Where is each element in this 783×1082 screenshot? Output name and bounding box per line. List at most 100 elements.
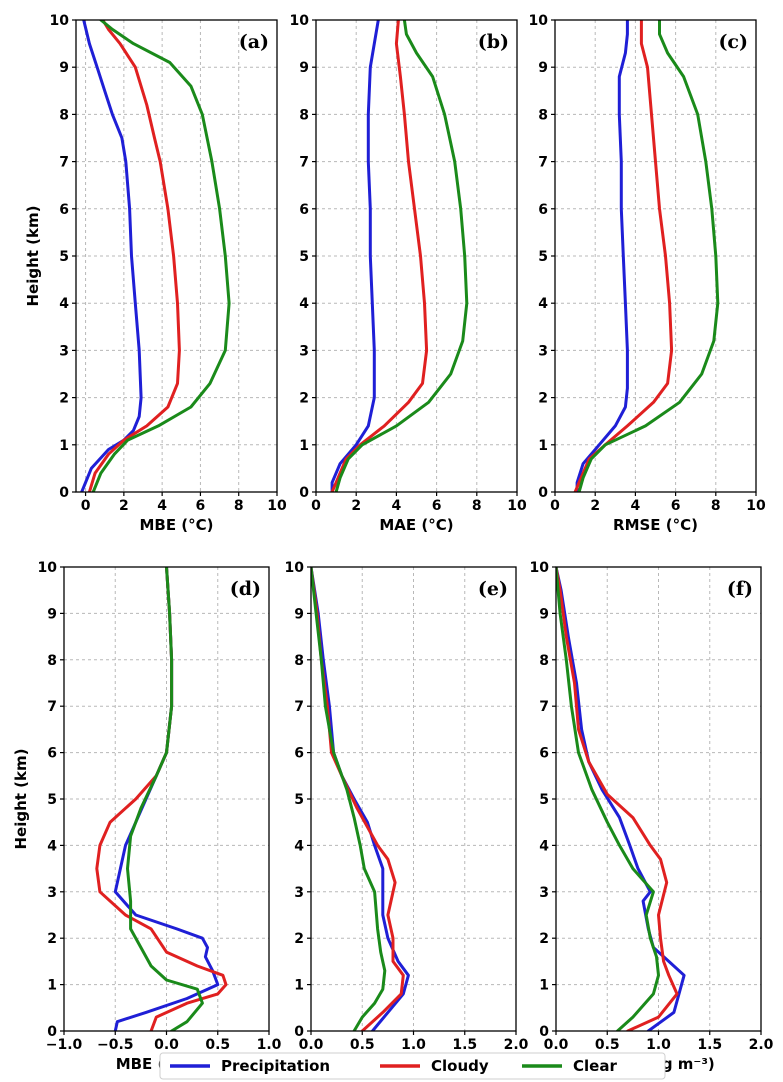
x-tick-label: 0.5 bbox=[350, 1037, 375, 1053]
x-tick-label: 10 bbox=[267, 498, 287, 514]
y-tick-label: 9 bbox=[539, 606, 549, 622]
y-tick-label: 7 bbox=[59, 155, 69, 171]
x-tick-label: 6 bbox=[671, 498, 681, 514]
y-tick-label: 9 bbox=[538, 60, 548, 76]
y-tick-label: 4 bbox=[539, 838, 549, 854]
y-tick-label: 1 bbox=[294, 978, 304, 994]
y-tick-label: 6 bbox=[47, 746, 57, 762]
panel-tag: (a) bbox=[239, 31, 269, 53]
x-tick-label: 8 bbox=[234, 498, 244, 514]
y-tick-label: 6 bbox=[294, 746, 304, 762]
y-tick-label: 2 bbox=[59, 391, 69, 407]
y-tick-label: 9 bbox=[299, 60, 309, 76]
legend: Precipitation Cloudy Clear bbox=[160, 1053, 665, 1079]
panel-tag: (b) bbox=[478, 31, 509, 53]
y-axis-label: Height (km) bbox=[12, 749, 30, 850]
y-tick-label: 10 bbox=[529, 13, 549, 29]
y-tick-label: 7 bbox=[294, 699, 304, 715]
series-precipitation-line bbox=[577, 20, 627, 492]
y-tick-label: 7 bbox=[539, 699, 549, 715]
x-tick-label: 1.0 bbox=[257, 1037, 282, 1053]
y-tick-label: 9 bbox=[59, 60, 69, 76]
x-tick-label: 4 bbox=[392, 498, 402, 514]
series-precipitation-line bbox=[332, 20, 378, 492]
legend-label-clear: Clear bbox=[573, 1057, 617, 1075]
y-tick-label: 3 bbox=[539, 885, 549, 901]
y-tick-label: 8 bbox=[538, 107, 548, 123]
panel-b: 0 2 4 6 8 10012345678910MAE (°C)(b) bbox=[290, 13, 527, 534]
x-axis-label: RMSE (°C) bbox=[613, 516, 698, 534]
x-tick-label: 0 bbox=[550, 498, 560, 514]
y-tick-label: 5 bbox=[59, 249, 69, 265]
x-tick-label: 2.0 bbox=[749, 1037, 774, 1053]
y-axis-label: Height (km) bbox=[24, 206, 42, 307]
x-tick-label: 10 bbox=[507, 498, 527, 514]
y-tick-label: 10 bbox=[530, 560, 550, 576]
y-tick-label: 7 bbox=[299, 155, 309, 171]
x-tick-label: 6 bbox=[432, 498, 442, 514]
x-tick-label: 4 bbox=[631, 498, 641, 514]
x-tick-label: 8 bbox=[472, 498, 482, 514]
y-tick-label: 5 bbox=[299, 249, 309, 265]
y-tick-label: 1 bbox=[539, 978, 549, 994]
x-tick-label: −0.5 bbox=[97, 1037, 134, 1053]
x-tick-label: 2 bbox=[351, 498, 361, 514]
panel-a: 0 2 4 6 8 10 0 1 2 3 4 5 6 7 8 9 10 MBE (°C) Height (km) (a… bbox=[24, 13, 287, 534]
x-tick-label: 1.0 bbox=[646, 1037, 671, 1053]
x-tick-label: 0 bbox=[311, 498, 321, 514]
panel-tag: (e) bbox=[478, 578, 508, 600]
y-tick-label: 0 bbox=[47, 1024, 57, 1040]
x-tick-label: 6 bbox=[196, 498, 206, 514]
panel-tag: (c) bbox=[718, 31, 748, 53]
x-tick-label: 1.5 bbox=[697, 1037, 722, 1053]
x-axis-label: MAE (°C) bbox=[379, 516, 453, 534]
legend-label-precipitation: Precipitation bbox=[221, 1057, 330, 1075]
y-tick-label: 10 bbox=[50, 13, 70, 29]
x-tick-label: 2 bbox=[590, 498, 600, 514]
y-tick-label: 0 bbox=[299, 485, 309, 501]
x-tick-label: 0 bbox=[81, 498, 91, 514]
y-tick-label: 8 bbox=[47, 653, 57, 669]
panel-c: 0 2 4 6 8 10012345678910RMSE (°C)(c) bbox=[529, 13, 766, 534]
y-tick-label: 4 bbox=[299, 296, 309, 312]
x-tick-label: 2.0 bbox=[504, 1037, 529, 1053]
y-tick-label: 3 bbox=[538, 343, 548, 359]
y-tick-label: 2 bbox=[538, 391, 548, 407]
y-tick-label: 2 bbox=[539, 931, 549, 947]
y-tick-label: 0 bbox=[294, 1024, 304, 1040]
x-axis-label: MBE (°C) bbox=[139, 516, 213, 534]
x-tick-label: 0.0 bbox=[154, 1037, 179, 1053]
y-tick-label: 4 bbox=[538, 296, 548, 312]
y-tick-label: 4 bbox=[47, 838, 57, 854]
y-tick-label: 10 bbox=[285, 560, 305, 576]
y-tick-label: 2 bbox=[299, 391, 309, 407]
y-tick-label: 9 bbox=[47, 606, 57, 622]
y-tick-label: 6 bbox=[299, 202, 309, 218]
y-tick-label: 7 bbox=[538, 155, 548, 171]
y-tick-label: 8 bbox=[539, 653, 549, 669]
y-tick-label: 5 bbox=[539, 792, 549, 808]
y-tick-label: 6 bbox=[538, 202, 548, 218]
y-tick-label: 8 bbox=[294, 653, 304, 669]
y-tick-label: 8 bbox=[59, 107, 69, 123]
y-tick-label: 7 bbox=[47, 699, 57, 715]
y-tick-label: 2 bbox=[47, 931, 57, 947]
x-tick-label: 8 bbox=[711, 498, 721, 514]
y-tick-label: 0 bbox=[538, 485, 548, 501]
y-tick-label: 10 bbox=[290, 13, 310, 29]
y-tick-label: 3 bbox=[299, 343, 309, 359]
y-tick-label: 5 bbox=[538, 249, 548, 265]
x-tick-label: 2 bbox=[119, 498, 129, 514]
y-tick-label: 8 bbox=[299, 107, 309, 123]
x-tick-label: 1.0 bbox=[401, 1037, 426, 1053]
y-tick-label: 1 bbox=[59, 438, 69, 454]
y-tick-label: 1 bbox=[538, 438, 548, 454]
x-tick-label: 0.5 bbox=[205, 1037, 230, 1053]
panel-tag: (d) bbox=[230, 578, 261, 600]
y-tick-label: 6 bbox=[539, 746, 549, 762]
y-tick-label: 5 bbox=[294, 792, 304, 808]
panel-tag: (f) bbox=[727, 578, 753, 600]
